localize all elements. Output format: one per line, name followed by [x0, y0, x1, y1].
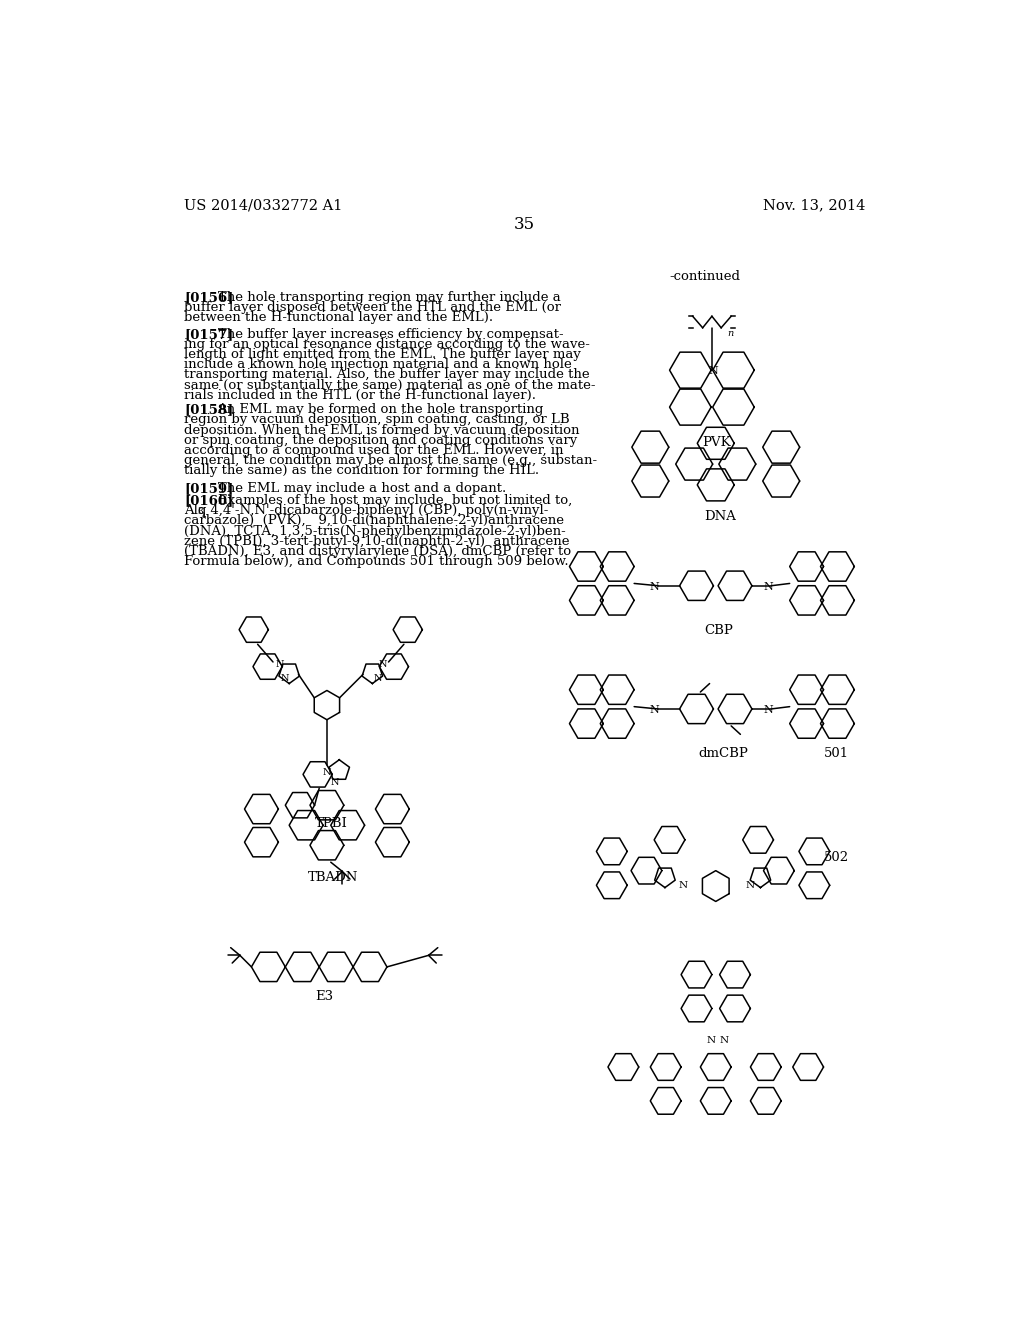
Text: Alq: Alq: [184, 504, 207, 517]
Text: N: N: [708, 366, 718, 375]
Text: N: N: [331, 779, 339, 787]
Text: The buffer layer increases efficiency by compensat-: The buffer layer increases efficiency by…: [217, 327, 563, 341]
Text: DNA: DNA: [705, 510, 736, 523]
Text: 501: 501: [823, 747, 849, 760]
Text: TPBI: TPBI: [315, 817, 348, 830]
Text: N: N: [679, 880, 688, 890]
Text: deposition. When the EML is formed by vacuum deposition: deposition. When the EML is formed by va…: [184, 424, 580, 437]
Text: E3: E3: [315, 990, 334, 1003]
Text: dmCBP: dmCBP: [698, 747, 749, 760]
Text: , 4,4'-N,N'-dicabarzole-biphenyl (CBP), poly(n-vinyl-: , 4,4'-N,N'-dicabarzole-biphenyl (CBP), …: [202, 504, 549, 517]
Text: 502: 502: [823, 851, 849, 865]
Text: buffer layer disposed between the HTL and the EML (or: buffer layer disposed between the HTL an…: [184, 301, 561, 314]
Text: [0160]: [0160]: [184, 494, 233, 507]
Text: Examples of the host may include, but not limited to,: Examples of the host may include, but no…: [217, 494, 571, 507]
Text: [0159]: [0159]: [184, 482, 233, 495]
Text: US 2014/0332772 A1: US 2014/0332772 A1: [184, 198, 343, 213]
Text: N: N: [745, 880, 754, 890]
Text: N: N: [720, 1036, 729, 1045]
Text: (DNA), TCTA, 1,3,5-tris(N-phenylbenzimidazole-2-yl)ben-: (DNA), TCTA, 1,3,5-tris(N-phenylbenzimid…: [184, 524, 566, 537]
Text: region by vacuum deposition, spin coating, casting, or LB: region by vacuum deposition, spin coatin…: [184, 413, 570, 426]
Text: 35: 35: [514, 216, 536, 234]
Text: N: N: [281, 675, 289, 684]
Text: The hole transporting region may further include a: The hole transporting region may further…: [217, 290, 560, 304]
Text: [0158]: [0158]: [184, 404, 233, 416]
Text: rials included in the HTL (or the H-functional layer).: rials included in the HTL (or the H-func…: [184, 389, 537, 401]
Text: general, the condition may be almost the same (e.g., substan-: general, the condition may be almost the…: [184, 454, 598, 467]
Text: N: N: [649, 705, 659, 715]
Text: zene (TPBI), 3-tert-butyl-9,10-di(naphth-2-yl)  anthracene: zene (TPBI), 3-tert-butyl-9,10-di(naphth…: [184, 535, 570, 548]
Text: transporting material. Also, the buffer layer may include the: transporting material. Also, the buffer …: [184, 368, 590, 381]
Text: An EML may be formed on the hole transporting: An EML may be formed on the hole transpo…: [217, 404, 544, 416]
Text: N: N: [373, 675, 382, 684]
Text: N: N: [275, 660, 284, 669]
Text: between the H-functional layer and the EML).: between the H-functional layer and the E…: [184, 312, 494, 325]
Text: tially the same) as the condition for forming the HIL.: tially the same) as the condition for fo…: [184, 465, 540, 478]
Text: according to a compound used for the EML. However, in: according to a compound used for the EML…: [184, 444, 564, 457]
Text: Nov. 13, 2014: Nov. 13, 2014: [763, 198, 865, 213]
Text: length of light emitted from the EML. The buffer layer may: length of light emitted from the EML. Th…: [184, 348, 582, 362]
Text: -continued: -continued: [670, 271, 740, 282]
Text: N: N: [379, 660, 387, 669]
Text: N: N: [763, 705, 773, 715]
Text: include a known hole injection material and a known hole: include a known hole injection material …: [184, 358, 572, 371]
Text: 3: 3: [198, 507, 203, 516]
Text: N: N: [707, 1036, 716, 1045]
Text: N: N: [323, 768, 332, 777]
Text: TBADN: TBADN: [307, 871, 358, 883]
Text: CBP: CBP: [705, 624, 733, 638]
Text: N: N: [649, 582, 659, 591]
Text: Formula below), and Compounds 501 through 509 below.: Formula below), and Compounds 501 throug…: [184, 556, 569, 568]
Text: same (or substantially the same) material as one of the mate-: same (or substantially the same) materia…: [184, 379, 596, 392]
Text: carbazole)  (PVK),   9,10-di(naphthalene-2-yl)anthracene: carbazole) (PVK), 9,10-di(naphthalene-2-…: [184, 515, 564, 528]
Text: ing for an optical resonance distance according to the wave-: ing for an optical resonance distance ac…: [184, 338, 590, 351]
Text: (TBADN), E3, and distyrylarylene (DSA), dmCBP (refer to: (TBADN), E3, and distyrylarylene (DSA), …: [184, 545, 571, 558]
Text: or spin coating, the deposition and coating conditions vary: or spin coating, the deposition and coat…: [184, 434, 578, 446]
Text: n: n: [727, 330, 733, 338]
Text: N: N: [763, 582, 773, 591]
Text: [0157]: [0157]: [184, 327, 233, 341]
Text: PVK: PVK: [702, 436, 731, 449]
Text: [0156]: [0156]: [184, 290, 233, 304]
Text: The EML may include a host and a dopant.: The EML may include a host and a dopant.: [217, 482, 506, 495]
